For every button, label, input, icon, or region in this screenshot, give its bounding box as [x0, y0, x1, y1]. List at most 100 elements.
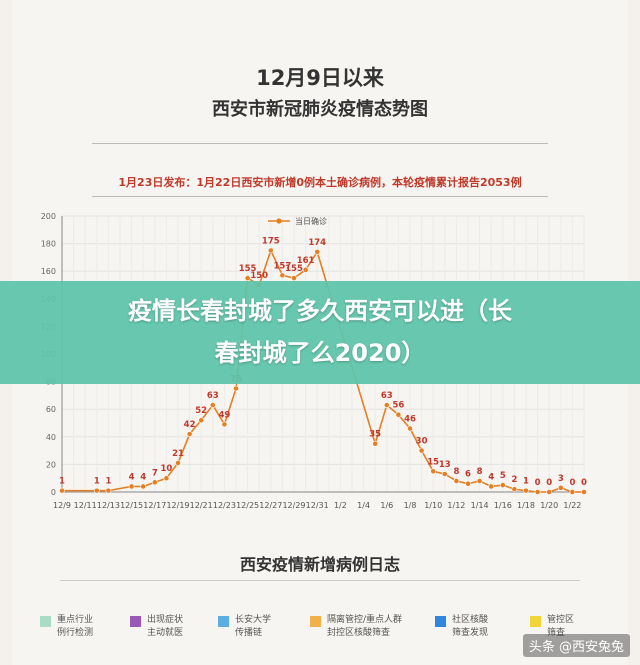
headline-line1: 疫情长春封城了多久西安可以进（长	[128, 297, 512, 325]
series-line-segment	[304, 251, 318, 271]
data-label: 52	[195, 406, 207, 416]
data-point	[244, 275, 251, 281]
data-label: 56	[392, 401, 404, 411]
series-line-segment	[420, 450, 434, 472]
x-tick-label: 12/19	[166, 501, 189, 510]
data-point	[302, 266, 309, 273]
legend-label: 长安大学 传播链	[235, 614, 271, 640]
series-line-segment	[212, 404, 226, 425]
y-tick-label: 180	[41, 240, 56, 249]
x-tick-label: 12/13	[97, 501, 120, 510]
x-tick-label: 1/12	[447, 501, 465, 510]
data-label: 161	[297, 256, 315, 266]
data-point	[511, 486, 518, 493]
data-label: 21	[172, 449, 184, 459]
legend-label-line1: 出现症状	[147, 615, 184, 625]
x-tick-label: 12/29	[282, 501, 305, 510]
data-label: 35	[369, 430, 381, 440]
data-label: 5	[500, 471, 506, 481]
x-tick-label: 1/22	[563, 501, 581, 510]
legend-label-line1: 管控区	[547, 615, 575, 625]
data-label: 0	[569, 478, 575, 488]
x-tick-label: 12/15	[120, 501, 143, 510]
series-line-segment	[409, 428, 423, 451]
x-tick-label: 1/6	[380, 501, 393, 510]
data-label: 4	[140, 472, 146, 482]
data-label: 8	[477, 467, 483, 477]
x-tick-label: 1/8	[404, 501, 417, 510]
legend-swatch	[530, 616, 541, 627]
legend-swatch	[40, 616, 51, 627]
x-tick-label: 1/18	[517, 501, 535, 510]
data-point	[291, 275, 297, 281]
case-log-title: 西安疫情新增病例日志	[239, 555, 400, 574]
legend-swatch	[130, 616, 141, 627]
divider	[92, 143, 548, 144]
data-point	[499, 482, 506, 488]
legend-label-line2: 主动就医	[147, 628, 184, 638]
series-line-segment	[188, 419, 202, 435]
legend-label-line2: 封控区核酸筛查	[327, 628, 391, 638]
data-point	[418, 447, 425, 454]
data-label: 2	[511, 475, 517, 485]
data-point	[93, 487, 100, 494]
data-label: 175	[262, 237, 280, 247]
case-source-legend: 重点行业 例行检测 出现症状 主动就医 长安大学 传播链 隔离管控/重点人群 封控区核酸筛查 社…	[40, 614, 620, 654]
data-point	[569, 489, 576, 495]
data-point	[407, 425, 413, 432]
data-label: 7	[152, 468, 158, 478]
series-line-segment	[397, 414, 411, 430]
data-label: 1	[94, 477, 100, 487]
data-point	[221, 421, 228, 428]
x-tick-label: 12/21	[190, 501, 213, 510]
series-line-segment	[177, 433, 191, 464]
data-point	[534, 489, 541, 495]
legend-label: 管控区 筛查	[547, 614, 574, 640]
data-point	[233, 385, 239, 392]
divider	[60, 580, 580, 581]
data-point	[430, 468, 437, 475]
y-tick-label: 40	[46, 433, 56, 442]
x-tick-label: 1/4	[357, 501, 370, 510]
legend-label: 出现症状 主动就医	[147, 614, 183, 640]
legend-label-line1: 隔离管控/重点人群	[327, 615, 403, 625]
data-point	[546, 489, 553, 495]
chart-title-line2: 西安市新冠肺炎疫情态势图	[212, 99, 428, 120]
data-point	[523, 487, 529, 494]
series-line-segment	[270, 250, 284, 276]
series-line-segment	[165, 462, 179, 479]
data-label: 0	[535, 478, 541, 488]
legend-label-line2: 传播链	[235, 628, 263, 638]
legend-swatch	[435, 616, 446, 627]
data-point	[395, 411, 402, 418]
legend-label-line2: 筛查发现	[452, 628, 489, 638]
data-label: 0	[546, 478, 552, 488]
data-label: 155	[285, 264, 303, 274]
data-label: 4	[488, 472, 494, 482]
chart-title-line1: 12月9日以来	[256, 66, 384, 90]
data-label: 174	[308, 238, 326, 248]
divider	[92, 196, 548, 197]
data-label: 10	[160, 464, 172, 474]
data-label: 30	[416, 437, 428, 447]
data-label: 3	[558, 474, 564, 484]
data-point	[198, 417, 205, 424]
data-label: 15	[427, 457, 439, 467]
data-label: 49	[218, 410, 230, 420]
x-tick-label: 1/10	[424, 501, 442, 510]
x-tick-label: 1/14	[471, 501, 489, 510]
data-point	[557, 484, 564, 491]
data-point	[314, 248, 321, 255]
data-label: 63	[207, 391, 219, 401]
legend-label-line2: 筛查	[547, 628, 566, 638]
data-point	[151, 479, 158, 486]
headline-line2: 春封城了么2020）	[214, 339, 426, 367]
y-tick-label: 0	[51, 488, 56, 497]
series-line-segment	[374, 404, 388, 444]
x-tick-label: 1/16	[494, 501, 512, 510]
x-tick-label: 12/25	[236, 501, 259, 510]
data-label: 1	[59, 477, 65, 487]
legend-item: 隔离管控/重点人群 封控区核酸筛查	[310, 614, 402, 640]
data-point	[441, 471, 448, 477]
x-tick-label: 12/31	[306, 501, 329, 510]
